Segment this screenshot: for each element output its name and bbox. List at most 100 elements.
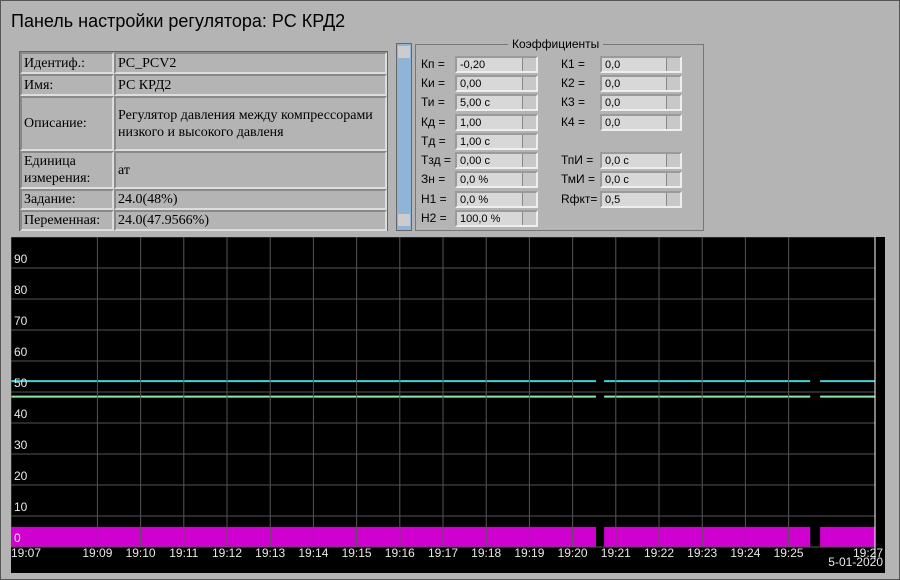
info-table: Идентиф.: PC_PCV2 Имя: РС КРД2 Описание: Регу… xyxy=(19,51,388,231)
field-value: 0,0 xyxy=(605,96,621,109)
spin-arrows xyxy=(522,212,536,225)
panel-title: Панель настройки регулятора: РС КРД2 xyxy=(11,11,346,31)
field-label: Тд = xyxy=(421,134,446,148)
row-label: Переменная: xyxy=(20,210,114,231)
spin-arrows xyxy=(666,193,680,206)
spinbox[interactable]: 0,00 с xyxy=(455,152,538,169)
field-value: 5,00 с xyxy=(460,96,490,109)
x-tick-label: 19:15 xyxy=(342,546,372,560)
x-tick-label: 19:18 xyxy=(471,546,501,560)
spinbox[interactable]: 100,0 % xyxy=(455,210,538,227)
spinbox[interactable]: 0,0 с xyxy=(600,171,682,188)
spin-arrows xyxy=(522,77,536,90)
x-tick-label: 19:23 xyxy=(687,546,717,560)
spinbox[interactable]: 0,0 % xyxy=(455,191,538,208)
field-value: 0,0 % xyxy=(460,173,489,186)
spin-arrows xyxy=(522,135,536,148)
field-value: 1,00 xyxy=(460,116,482,129)
x-tick-label: 19:22 xyxy=(644,546,674,560)
field-value: 0,0 % xyxy=(460,193,489,206)
x-tick-label: 19:25 xyxy=(774,546,804,560)
x-tick-label: 19:17 xyxy=(428,546,458,560)
field-label: Н1 = xyxy=(421,192,447,206)
x-tick-label: 19:13 xyxy=(255,546,285,560)
scroll-down[interactable] xyxy=(398,214,410,226)
spin-arrows xyxy=(522,58,536,71)
field-label: ТпИ = xyxy=(561,153,594,167)
spinbox[interactable]: 0,0 с xyxy=(600,152,682,169)
spin-arrows xyxy=(666,96,680,109)
field-label: Rфкт= xyxy=(561,192,598,206)
field-value: -0,20 xyxy=(460,58,486,71)
spinbox[interactable]: 1,00 xyxy=(455,114,538,131)
y-tick-label: 80 xyxy=(14,283,28,297)
row-value: 24.0(48%) xyxy=(114,189,387,210)
field-label: Н2 = xyxy=(421,211,447,225)
date-label: 5-01-2020 xyxy=(828,555,883,569)
field-value: 1,00 с xyxy=(460,135,490,148)
x-tick-label: 19:24 xyxy=(730,546,760,560)
row-label: Идентиф.: xyxy=(20,52,114,74)
x-tick-label: 19:07 xyxy=(11,546,41,560)
x-tick-label: 19:09 xyxy=(82,546,112,560)
spinbox[interactable]: 0,0 xyxy=(600,94,682,111)
spin-arrows xyxy=(522,173,536,186)
spinbox[interactable]: 0,0 % xyxy=(455,171,538,188)
field-value: 0,0 xyxy=(605,77,621,90)
x-tick-label: 19:16 xyxy=(385,546,415,560)
field-label: К1 = xyxy=(561,57,586,71)
field-value: 0,00 xyxy=(460,77,482,90)
spin-arrows xyxy=(666,154,680,167)
field-label: Ти = xyxy=(421,95,445,109)
spinbox[interactable]: 0,5 xyxy=(600,191,682,208)
spinbox[interactable]: 5,00 с xyxy=(455,94,538,111)
y-tick-label: 10 xyxy=(14,500,28,514)
field-value: 0,5 xyxy=(605,193,621,206)
field-label: К3 = xyxy=(561,95,586,109)
field-label: К4 = xyxy=(561,115,586,129)
x-tick-label: 19:12 xyxy=(212,546,242,560)
group-title: Коэффициенты xyxy=(508,37,604,51)
x-tick-label: 19:10 xyxy=(126,546,156,560)
x-tick-label: 19:20 xyxy=(558,546,588,560)
row-value: РС КРД2 xyxy=(114,74,387,96)
field-value: 0,0 xyxy=(605,116,621,129)
field-value: 0,00 с xyxy=(460,154,490,167)
spin-arrows xyxy=(522,96,536,109)
spinbox[interactable]: 0,0 xyxy=(600,114,682,131)
spinbox[interactable]: 0,00 xyxy=(455,75,538,92)
spin-arrows xyxy=(666,116,680,129)
field-label: Кд = xyxy=(421,115,446,129)
spin-arrows xyxy=(522,193,536,206)
y-tick-label: 90 xyxy=(14,252,28,266)
y-tick-label: 70 xyxy=(14,314,28,328)
y-tick-label: 50 xyxy=(14,376,28,390)
x-tick-label: 19:14 xyxy=(298,546,328,560)
spinbox[interactable]: 1,00 с xyxy=(455,133,538,150)
field-label: Тзд = xyxy=(421,153,451,167)
field-label: Ки = xyxy=(421,76,446,90)
field-label: Зн = xyxy=(421,172,446,186)
x-tick-label: 19:19 xyxy=(514,546,544,560)
x-tick-label: 19:11 xyxy=(169,546,198,560)
field-value: 0,0 с xyxy=(605,173,629,186)
field-value: 0,0 с xyxy=(605,154,629,167)
row-label: Единица измерения: xyxy=(20,151,114,189)
spinbox[interactable]: 0,0 xyxy=(600,75,682,92)
spin-arrows xyxy=(522,116,536,129)
spinbox[interactable]: 0,0 xyxy=(600,56,682,73)
row-label: Описание: xyxy=(20,96,114,151)
field-value: 100,0 % xyxy=(460,212,501,225)
field-label: ТмИ = xyxy=(561,172,596,186)
row-value: PC_PCV2 xyxy=(114,52,387,74)
scrollbar[interactable] xyxy=(396,43,412,231)
row-value: ат xyxy=(114,151,387,189)
spin-arrows xyxy=(522,154,536,167)
field-label: К2 = xyxy=(561,76,586,90)
row-value: Регулятор давления между компрессорами н… xyxy=(114,96,387,151)
y-tick-label: 30 xyxy=(14,438,28,452)
y-tick-label: 40 xyxy=(14,407,28,421)
spinbox[interactable]: -0,20 xyxy=(455,56,538,73)
scroll-up[interactable] xyxy=(398,46,410,58)
